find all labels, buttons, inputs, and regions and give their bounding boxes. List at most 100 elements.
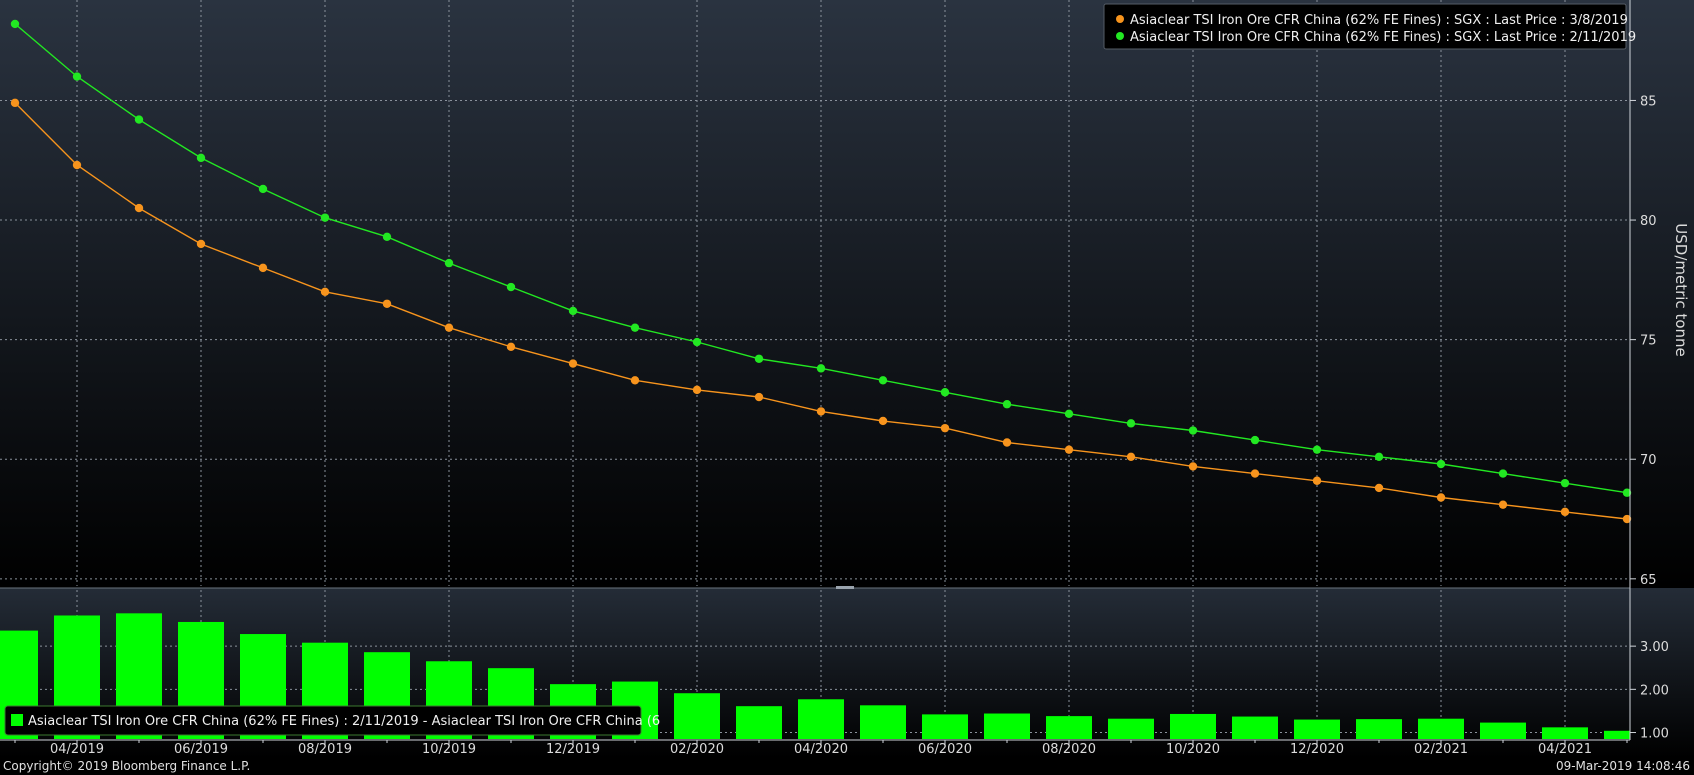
data-point-1 (630, 323, 640, 332)
data-point-1 (1188, 426, 1198, 435)
data-point-1 (506, 282, 516, 292)
x-tick-label: 10/2019 (422, 742, 476, 757)
x-tick-label: 10/2020 (1166, 742, 1220, 757)
bar (736, 706, 782, 739)
data-point-0 (1002, 438, 1012, 447)
top-legend: Asiaclear TSI Iron Ore CFR China (62% FE… (1103, 3, 1636, 50)
data-point-1 (754, 354, 764, 363)
data-point-0 (196, 239, 206, 249)
data-point-0 (1312, 476, 1322, 485)
bar (1542, 727, 1588, 739)
bottom-legend-marker (11, 714, 23, 726)
data-point-1 (1622, 488, 1632, 497)
bar (1480, 722, 1526, 739)
data-point-1 (1126, 419, 1136, 428)
y-tick-label: 3.00 (1640, 640, 1669, 655)
data-point-1 (692, 337, 702, 347)
y-tick-label: 80 (1640, 214, 1657, 229)
x-tick-label: 06/2020 (918, 742, 972, 757)
data-point-0 (1126, 452, 1136, 462)
data-point-1 (196, 153, 206, 163)
data-point-1 (940, 388, 950, 397)
data-point-0 (10, 98, 20, 108)
top-legend-box (1103, 3, 1627, 50)
legend-marker-0 (1116, 15, 1124, 23)
panel-divider-handle[interactable] (836, 586, 854, 589)
data-point-1 (1374, 452, 1384, 462)
data-point-0 (754, 392, 764, 402)
top-grid (0, 0, 1630, 586)
top-panel-background (0, 0, 1694, 588)
y-tick-label: 85 (1640, 94, 1657, 109)
copyright-text: Copyright© 2019 Bloomberg Finance L.P. (3, 759, 250, 773)
bottom-legend-entry: Asiaclear TSI Iron Ore CFR China (62% FE… (28, 714, 660, 729)
data-point-0 (320, 287, 330, 297)
legend-entry-0: Asiaclear TSI Iron Ore CFR China (62% FE… (1130, 13, 1628, 28)
x-tick-label: 12/2019 (546, 742, 600, 757)
data-point-0 (692, 385, 702, 395)
data-point-1 (382, 232, 392, 241)
data-point-0 (878, 416, 888, 426)
x-tick-label: 06/2019 (174, 742, 228, 757)
y-tick-label: 1.00 (1640, 727, 1669, 742)
y-tick-label: 2.00 (1640, 683, 1669, 698)
data-point-1 (816, 364, 826, 373)
bar (1604, 730, 1630, 739)
y-tick-label: 70 (1640, 453, 1657, 468)
bottom-legend-box (4, 705, 642, 736)
data-point-1 (134, 115, 144, 124)
x-tick-label: 04/2020 (794, 742, 848, 757)
data-point-0 (568, 359, 578, 368)
data-point-1 (1002, 400, 1012, 409)
bar-series (0, 613, 1630, 739)
data-point-0 (1374, 483, 1384, 493)
x-tick-label: 02/2021 (1414, 742, 1468, 757)
data-point-1 (568, 306, 578, 316)
bar (860, 705, 906, 739)
data-point-1 (1498, 469, 1508, 478)
data-point-0 (382, 299, 392, 308)
x-tick-label: 08/2019 (298, 742, 352, 757)
x-tick-label: 04/2019 (50, 742, 104, 757)
bar (798, 699, 844, 739)
bar (984, 713, 1030, 739)
data-point-0 (1498, 500, 1508, 509)
legend-marker-1 (1116, 32, 1124, 40)
timestamp-text: 09-Mar-2019 14:08:46 (1556, 759, 1690, 773)
data-point-0 (816, 407, 826, 416)
data-point-0 (1250, 469, 1260, 478)
data-point-1 (1560, 478, 1570, 488)
bar (1108, 718, 1154, 739)
data-point-1 (1250, 435, 1260, 445)
bar (922, 714, 968, 739)
data-point-1 (1436, 459, 1446, 469)
bar (1294, 719, 1340, 739)
x-axis-ticks: 04/2019 06/2019 08/2019 10/2019 12/2019 02/20… (14, 740, 1628, 757)
bar (1046, 716, 1092, 739)
data-point-1 (444, 258, 454, 268)
top-y-axis-ticks: 85 80 75 70 65 (1630, 94, 1657, 588)
bar (674, 693, 720, 739)
data-point-0 (444, 323, 454, 332)
data-point-0 (72, 160, 82, 170)
data-point-0 (1188, 462, 1198, 471)
data-point-1 (320, 213, 330, 222)
data-point-1 (1312, 445, 1322, 454)
x-tick-label: 08/2020 (1042, 742, 1096, 757)
data-point-0 (134, 203, 144, 213)
legend-entry-1: Asiaclear TSI Iron Ore CFR China (62% FE… (1130, 30, 1636, 45)
x-tick-label: 04/2021 (1538, 742, 1592, 757)
data-point-0 (1560, 507, 1570, 517)
data-point-0 (1064, 445, 1074, 454)
data-point-1 (878, 376, 888, 385)
bar (1232, 716, 1278, 739)
x-tick-label: 12/2020 (1290, 742, 1344, 757)
data-point-0 (940, 423, 950, 433)
y-axis-label: USD/metric tonne (1672, 223, 1690, 356)
data-point-1 (72, 72, 82, 81)
bottom-y-axis-ticks: 3.00 2.00 1.00 (1630, 640, 1669, 742)
line-series (10, 19, 1632, 524)
y-tick-label: 75 (1640, 334, 1657, 349)
data-point-0 (258, 263, 268, 273)
